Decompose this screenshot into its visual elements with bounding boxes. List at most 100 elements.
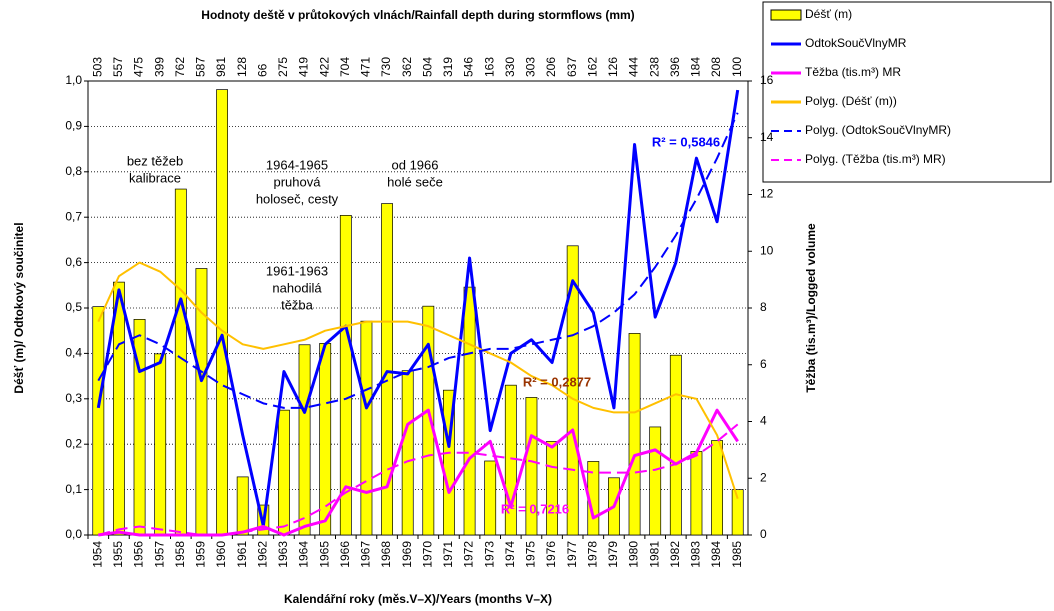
value-label: 444 — [627, 57, 641, 77]
value-label: 162 — [585, 57, 599, 77]
value-label: 128 — [235, 57, 249, 77]
legend — [762, 1, 1052, 183]
y2-tick-label: 10 — [760, 243, 774, 257]
bar — [731, 489, 744, 536]
annotation: holé seče — [387, 174, 443, 189]
bar — [278, 409, 290, 536]
x-tick-label: 1972 — [462, 541, 476, 568]
x-tick-label: 1983 — [689, 541, 703, 568]
value-label: 303 — [524, 57, 538, 77]
value-label: 100 — [730, 57, 744, 77]
x-axis-title: Kalendářní roky (měs.V–X)/Years (months … — [284, 592, 552, 606]
bar — [566, 245, 579, 536]
x-tick-label: 1980 — [627, 541, 641, 568]
x-tick-label: 1976 — [544, 541, 558, 568]
y-tick-label: 0,8 — [65, 164, 82, 178]
x-tick-label: 1965 — [317, 541, 331, 568]
x-tick-label: 1966 — [338, 541, 352, 568]
bar — [236, 476, 249, 536]
x-tick-label: 1956 — [132, 541, 146, 568]
y-axis-title: Déšť (m)/ Odtokový součinitel — [12, 222, 26, 393]
value-label: 587 — [194, 57, 208, 77]
y2-tick-label: 0 — [760, 527, 767, 541]
y-tick-label: 0,4 — [65, 346, 82, 360]
annotation: 1961-1963 — [266, 263, 328, 278]
value-label: 503 — [90, 57, 104, 77]
value-label: 275 — [276, 57, 290, 77]
bar — [401, 370, 414, 536]
y2-tick-label: 6 — [760, 357, 767, 371]
value-label: 396 — [668, 57, 682, 77]
x-tick-label: 1970 — [420, 541, 434, 568]
value-label: 504 — [420, 57, 434, 77]
annotation: holoseč, cesty — [256, 191, 339, 206]
x-tick-label: 1955 — [111, 541, 125, 568]
x-tick-label: 1974 — [503, 541, 517, 568]
y-tick-label: 1,0 — [65, 73, 82, 87]
annotation: nahodilá — [272, 280, 322, 295]
bar — [298, 344, 311, 536]
y-tick-label: 0,7 — [65, 209, 82, 223]
annotation: těžba — [281, 297, 314, 312]
bar — [649, 426, 662, 536]
y-tick-label: 0,0 — [65, 527, 82, 541]
y-tick-label: 0,2 — [65, 436, 82, 450]
value-label: 362 — [400, 57, 414, 77]
bar — [360, 320, 373, 536]
legend-label: Polyg. (OdtokSoučVlnyMR) — [805, 123, 951, 137]
trend-line — [98, 423, 739, 536]
bar — [422, 305, 435, 536]
annotation: pruhová — [274, 174, 322, 189]
x-tick-label: 1982 — [668, 541, 682, 568]
value-label: 637 — [565, 57, 579, 77]
bar — [690, 451, 703, 536]
y2-tick-label: 8 — [760, 300, 767, 314]
bar — [216, 89, 228, 536]
y-tick-label: 0,9 — [65, 119, 82, 133]
bar — [154, 353, 167, 536]
legend-label: Polyg. (Těžba (tis.m³) MR) — [805, 152, 946, 166]
y2-axis-title: Těžba (tis.m³)/Logged volume — [804, 223, 818, 393]
bar — [443, 389, 455, 536]
bar — [711, 440, 723, 536]
value-label: 422 — [317, 57, 331, 77]
y2-tick-label: 16 — [760, 73, 774, 87]
value-label: 704 — [338, 57, 352, 77]
x-tick-label: 1978 — [585, 541, 599, 568]
bar — [463, 286, 476, 536]
x-tick-label: 1957 — [152, 541, 166, 568]
annotation: R² = 0,5846 — [652, 134, 720, 149]
x-tick-label: 1961 — [235, 541, 249, 568]
annotation: 1964-1965 — [266, 157, 328, 172]
bar — [525, 397, 538, 536]
x-tick-label: 1967 — [359, 541, 373, 568]
value-label: 238 — [647, 57, 661, 77]
x-tick-label: 1984 — [709, 541, 723, 568]
value-label: 330 — [503, 57, 517, 77]
value-label: 762 — [173, 57, 187, 77]
value-label: 66 — [255, 63, 269, 77]
x-tick-label: 1954 — [90, 541, 104, 568]
value-label: 399 — [152, 57, 166, 77]
bar — [628, 333, 641, 536]
y2-tick-label: 4 — [760, 414, 767, 428]
y-tick-label: 0,3 — [65, 391, 82, 405]
bar — [381, 203, 393, 536]
y-tick-label: 0,5 — [65, 300, 82, 314]
value-label: 471 — [359, 57, 373, 77]
x-tick-label: 1960 — [214, 541, 228, 568]
annotation: R² = 0,2877 — [523, 374, 591, 389]
value-label: 730 — [379, 57, 393, 77]
y2-tick-label: 14 — [760, 130, 774, 144]
annotation: R² = 0,7216 — [501, 501, 569, 516]
x-tick-label: 1964 — [297, 541, 311, 568]
line — [97, 261, 739, 499]
x-tick-label: 1981 — [647, 541, 661, 568]
annotation: bez těžeb — [127, 153, 183, 168]
y2-tick-label: 2 — [760, 470, 767, 484]
y2-tick-label: 12 — [760, 187, 774, 201]
x-tick-label: 1975 — [524, 541, 538, 568]
bar — [319, 343, 332, 536]
x-tick-label: 1969 — [400, 541, 414, 568]
